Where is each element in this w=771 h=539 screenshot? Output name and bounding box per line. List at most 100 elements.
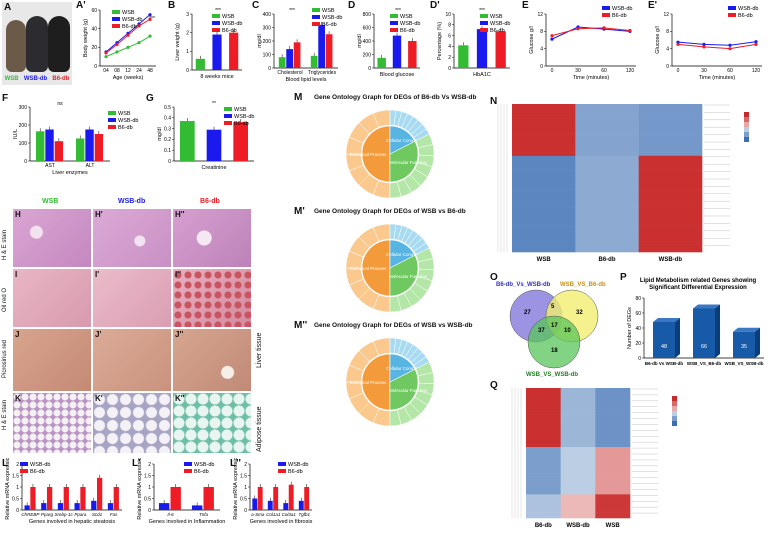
heatmap-cell (595, 411, 631, 415)
x-axis-label: Age (weeks) (113, 75, 144, 81)
x-axis-label: HbA1C (473, 72, 491, 78)
heatmap-cell (595, 476, 631, 480)
chart-inflammation-genes: 0 0.5 1 1.5 2 Relative mRNA expression Il-6 Tnf… (137, 454, 225, 525)
heatmap-cell (638, 248, 703, 253)
data-point (728, 47, 732, 51)
color-scale (744, 117, 749, 122)
micrograph-he-wsb-db: H' (92, 208, 172, 268)
row-label-oil-red: Oil red O (2, 287, 8, 312)
y-tick-label: 0 (666, 64, 669, 70)
venn-set-wsb-vs-wsbdb (527, 315, 581, 369)
micrograph-picro-wsb: J (12, 328, 92, 392)
heatmap-cell (575, 215, 639, 219)
venn-diagram: B6-db_Vs_WSB-db WSB_VS_B6-db WSB_VS_WSB-… (496, 282, 606, 378)
heatmap-cell (575, 133, 639, 138)
y-tick-label: 80 (635, 296, 641, 302)
heatmap-cell (560, 432, 596, 436)
heatmap-cell (575, 174, 639, 179)
y-axis-label: Relative mRNA expression (5, 458, 11, 520)
panel-l1: L' 0 0.5 1 1.5 2 Relative mRNA expression Il-6… (130, 454, 226, 534)
heatmap-cell (526, 411, 561, 415)
heatmap-cell (638, 155, 703, 160)
bar (85, 129, 94, 161)
y-tick-label: 0 (638, 356, 641, 362)
heatmap-cell (526, 447, 561, 451)
heatmap-cell (575, 211, 639, 216)
x-axis-label: Time (minutes) (699, 75, 736, 81)
heatmap-cell (512, 240, 576, 245)
heatmap-cell (560, 447, 596, 451)
heatmap-cell (526, 429, 561, 433)
micrograph-oilred-wsb-db: I' (92, 268, 172, 328)
heatmap-cell (575, 192, 639, 197)
heatmap-cell (560, 494, 596, 498)
y-tick-label: 800 (363, 12, 372, 18)
heatmap-cell (560, 512, 596, 516)
heatmap-cell (560, 455, 596, 460)
heatmap-cell (638, 222, 703, 227)
panel-label: L' (132, 458, 141, 469)
legend-label: B6-db (222, 28, 237, 34)
heatmap-cell (512, 218, 576, 223)
legend-swatch (20, 462, 28, 466)
heatmap-cell (526, 470, 561, 474)
legend-label: B6-db (400, 28, 415, 34)
color-scale (672, 406, 677, 411)
legend-swatch (212, 14, 220, 18)
heatmap-n: WSB B6-db WSB-db (497, 104, 749, 263)
x-tick-label: 12 (125, 68, 131, 74)
heatmap-cell (638, 141, 703, 145)
heatmap-cell (560, 408, 596, 412)
panel-label: M' (294, 206, 305, 217)
x-tick-label: 0 (677, 68, 680, 74)
heatmap-cell (512, 215, 576, 219)
photo-labels: WSB WSB-db B6-db (2, 76, 72, 82)
y-tick-label: 60 (91, 8, 97, 14)
panel-label: G (146, 93, 154, 104)
heatmap-cell (560, 388, 596, 392)
heatmap-cell (638, 159, 703, 164)
heatmap-cell (560, 405, 596, 409)
heatmap-cell (638, 163, 703, 168)
heatmap-cell (560, 402, 596, 407)
heatmap-cell (526, 464, 561, 469)
legend-label: WSB-db (612, 6, 632, 12)
panel-d1: D' 0 2 4 6 8 10 Percentage (%) HbA1C WSB WSB-db B6… (430, 0, 516, 92)
heatmap-cell (638, 244, 703, 249)
heatmap-cell (595, 423, 631, 427)
heatmap-cell (575, 178, 639, 182)
heatmap-cell (526, 417, 561, 421)
y-tick-label: 400 (363, 39, 372, 45)
bar (392, 35, 402, 68)
y-axis-label: Body weight (g) (83, 19, 89, 57)
bar (293, 42, 301, 68)
bar (45, 129, 54, 161)
heatmap-cell (638, 196, 703, 201)
heatmap-cell (638, 129, 703, 134)
heatmap-cell (575, 200, 639, 205)
chart-liver-weight: 0 1 2 3 Liver weight (g) 8 weeks mice WSBWSB-d… (175, 8, 242, 80)
heatmap-cell (595, 444, 631, 448)
bar (158, 503, 170, 510)
heatmap-cell (560, 458, 596, 463)
bar-top (733, 327, 760, 332)
bar (229, 32, 239, 70)
y-tick-label: 1 (186, 49, 189, 55)
legend-label: B6-db (490, 28, 505, 34)
heatmap-cell (512, 137, 576, 142)
heatmap-cell (512, 118, 576, 123)
panel-label: E' (648, 0, 658, 11)
heatmap-cell (595, 396, 631, 401)
bar (733, 331, 755, 358)
heatmap-cell (595, 438, 631, 442)
legend-label: WSB-db (322, 15, 342, 21)
heatmap-cell (526, 435, 561, 439)
legend-swatch (184, 462, 192, 466)
bar-side (675, 318, 680, 358)
bar (170, 487, 181, 510)
heatmap-cell (575, 240, 639, 245)
heatmap-cell (560, 485, 596, 489)
heatmap-column-label: WSB (606, 523, 621, 529)
